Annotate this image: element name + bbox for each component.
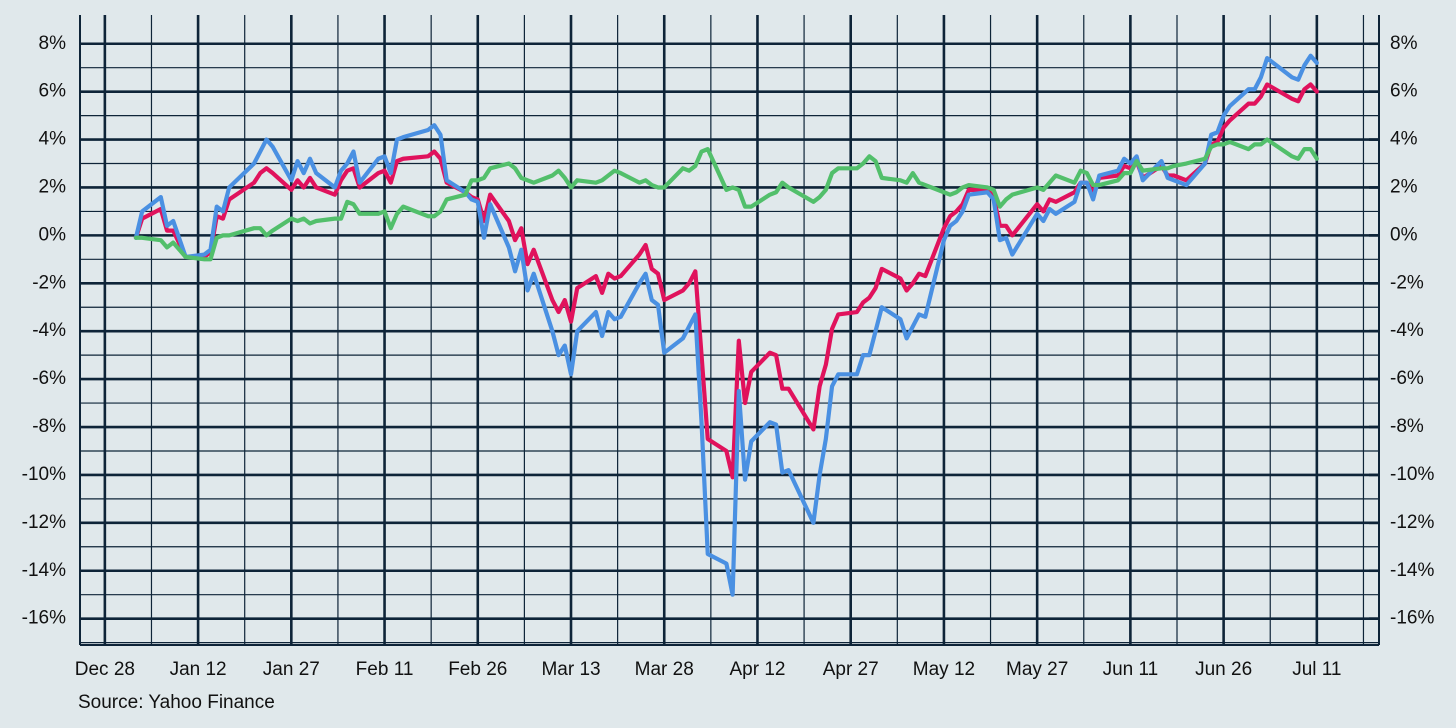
x-tick-label: Jul 11 xyxy=(1292,659,1341,680)
y2-tick-label: 6% xyxy=(1390,81,1418,102)
y2-tick-label: -10% xyxy=(1390,464,1434,485)
y2-tick-label: -4% xyxy=(1390,320,1424,341)
y2-tick-label: -12% xyxy=(1390,512,1434,533)
x-tick-label: Jun 26 xyxy=(1195,659,1252,680)
x-tick-label: Mar 28 xyxy=(635,659,694,680)
series-line xyxy=(133,82,1319,480)
x-tick-label: Jan 27 xyxy=(263,659,320,680)
y2-tick-label: -16% xyxy=(1390,608,1434,629)
y-tick-label: -12% xyxy=(22,512,66,533)
y-tick-label: 2% xyxy=(39,176,67,197)
y-tick-label: -2% xyxy=(32,272,66,293)
y2-tick-label: -2% xyxy=(1390,272,1424,293)
y2-tick-label: 4% xyxy=(1390,129,1418,150)
x-tick-label: Mar 13 xyxy=(541,659,600,680)
x-tick-label: Dec 28 xyxy=(75,659,135,680)
y2-tick-label: 2% xyxy=(1390,176,1418,197)
y-tick-label: 4% xyxy=(39,129,67,150)
y-tick-label: 6% xyxy=(39,81,67,102)
x-tick-label: Jan 12 xyxy=(170,659,227,680)
y-tick-label: -8% xyxy=(32,416,66,437)
y2-tick-label: -6% xyxy=(1390,368,1424,389)
y-tick-label: -10% xyxy=(22,464,66,485)
y2-tick-label: -8% xyxy=(1390,416,1424,437)
y-tick-label: 8% xyxy=(39,33,67,54)
y-tick-label: -16% xyxy=(22,608,66,629)
x-tick-label: Apr 27 xyxy=(823,659,879,680)
y2-tick-label: 0% xyxy=(1390,224,1418,245)
x-tick-label: Feb 11 xyxy=(356,659,414,680)
x-tick-label: May 12 xyxy=(913,659,975,680)
series-line xyxy=(133,53,1319,597)
x-tick-label: Apr 12 xyxy=(729,659,785,680)
source-note: Source: Yahoo Finance xyxy=(78,692,275,713)
y-tick-label: -14% xyxy=(22,560,66,581)
y2-tick-label: -14% xyxy=(1390,560,1434,581)
series-line xyxy=(133,137,1319,262)
y-tick-label: -6% xyxy=(32,368,66,389)
y-tick-label: 0% xyxy=(39,224,67,245)
x-tick-label: May 27 xyxy=(1006,659,1068,680)
y-tick-label: -4% xyxy=(32,320,66,341)
y2-tick-label: 8% xyxy=(1390,33,1418,54)
x-tick-label: Jun 11 xyxy=(1103,659,1159,680)
x-tick-label: Feb 26 xyxy=(448,659,507,680)
